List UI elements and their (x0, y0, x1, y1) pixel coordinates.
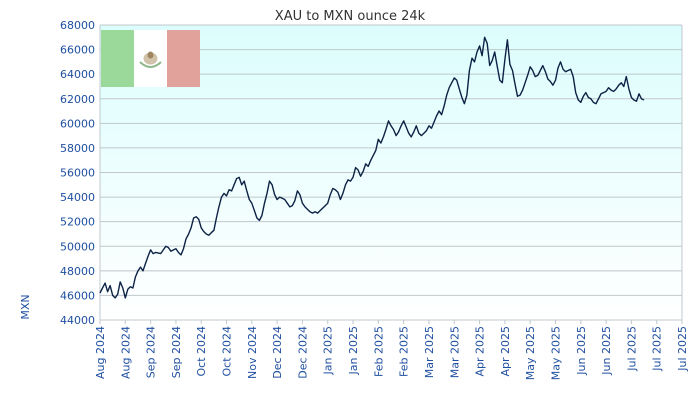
y-tick-label: 62000 (60, 93, 95, 106)
x-tick-label: Jul 2025 (625, 326, 638, 372)
y-tick-label: 48000 (60, 265, 95, 278)
x-tick-label: May 2025 (549, 326, 562, 380)
y-axis-label: MXN (19, 294, 32, 319)
x-tick-label: Jan 2025 (347, 326, 360, 375)
x-tick-label: Nov 2024 (246, 326, 259, 379)
gridlines (99, 24, 683, 321)
mexico-flag (101, 30, 200, 87)
x-tick-label: Mar 2025 (423, 326, 436, 378)
x-axis-ticks: Aug 2024 Aug 2024 Sep 2024 Sep 2024 Oct 2024… (94, 320, 689, 380)
coat-of-arms-emblem (139, 51, 162, 68)
y-tick-label: 50000 (60, 240, 95, 253)
y-tick-label: 44000 (60, 314, 95, 327)
x-tick-label: Oct 2024 (221, 326, 234, 377)
x-tick-label: Apr 2025 (499, 326, 512, 377)
x-tick-label: Jul 2025 (676, 326, 689, 372)
y-tick-label: 64000 (60, 68, 95, 81)
x-tick-label: Mar 2025 (448, 326, 461, 378)
flag-red-stripe (167, 30, 200, 87)
x-tick-label: Jan 2025 (322, 326, 335, 375)
y-axis-ticks: 44000 46000 48000 50000 52000 54000 56000 58000… (60, 19, 95, 327)
y-tick-label: 46000 (60, 289, 95, 302)
x-tick-label: Jun 2025 (575, 326, 588, 376)
x-tick-label: Oct 2024 (195, 326, 208, 377)
x-tick-label: Dec 2024 (271, 326, 284, 379)
x-tick-label: Sep 2024 (170, 326, 183, 378)
x-tick-label: May 2025 (524, 326, 537, 380)
x-tick-label: Jun 2025 (600, 326, 613, 376)
y-tick-label: 66000 (60, 44, 95, 57)
x-tick-label: Aug 2024 (94, 326, 107, 379)
x-tick-label: Jul 2025 (651, 326, 664, 372)
y-tick-label: 58000 (60, 142, 95, 155)
price-series-line (99, 36, 645, 299)
y-tick-label: 52000 (60, 216, 95, 229)
x-tick-label: Sep 2024 (145, 326, 158, 378)
flag-green-stripe (101, 30, 134, 87)
y-tick-label: 68000 (60, 19, 95, 32)
y-tick-label: 56000 (60, 167, 95, 180)
y-tick-label: 54000 (60, 191, 95, 204)
x-tick-label: Feb 2025 (372, 326, 385, 377)
y-tick-label: 60000 (60, 117, 95, 130)
x-tick-label: Apr 2025 (474, 326, 487, 377)
chart-title: XAU to MXN ounce 24k (275, 9, 426, 24)
x-tick-label: Aug 2024 (119, 326, 132, 379)
x-tick-label: Dec 2024 (296, 326, 309, 379)
x-tick-label: Feb 2025 (398, 326, 411, 377)
